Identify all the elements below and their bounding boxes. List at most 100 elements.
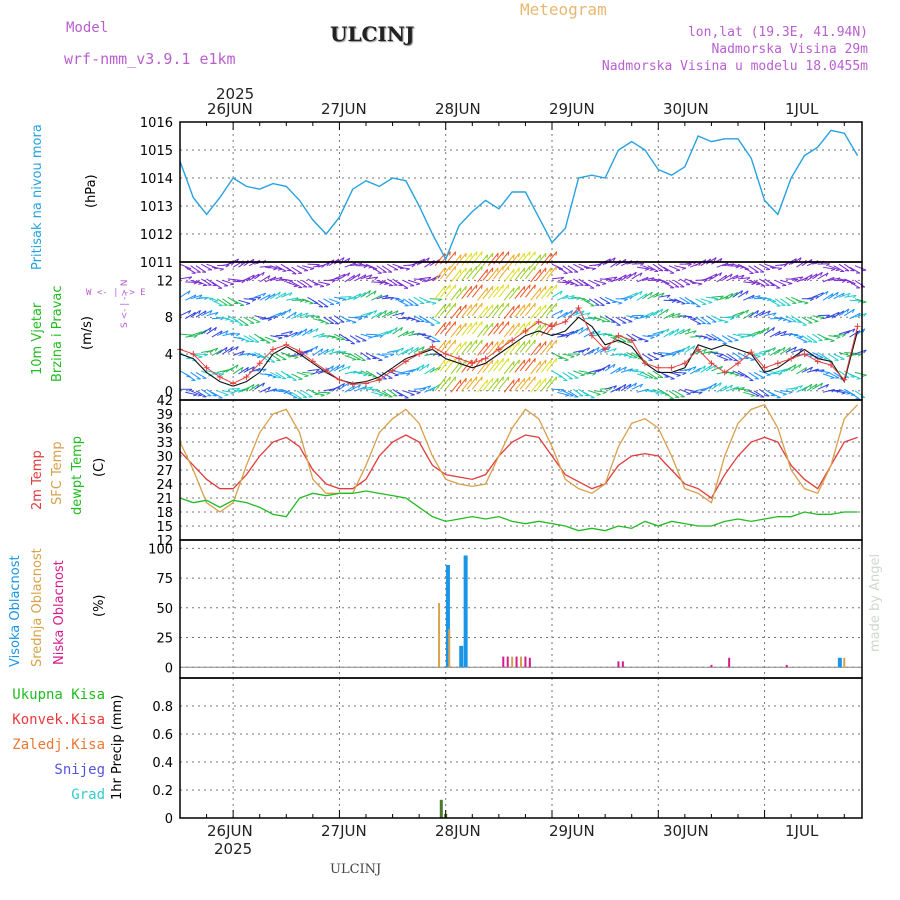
wind-arrow xyxy=(461,252,472,266)
wind-arrow-head xyxy=(550,341,552,346)
wind-arrow xyxy=(387,310,399,317)
wind-arrow xyxy=(817,290,829,298)
wind-arrow-head xyxy=(272,340,277,343)
wind-arrow xyxy=(572,388,584,397)
wind-arrow xyxy=(344,262,357,268)
y-tick-label: 36 xyxy=(156,422,173,437)
top-day-2: 27JUN xyxy=(321,100,367,118)
wind-arrow-head xyxy=(820,271,823,276)
wind-arrow xyxy=(455,377,467,392)
wind-arrow-head xyxy=(809,384,813,389)
wind-arrow-head xyxy=(746,389,751,393)
wind-arrow xyxy=(790,363,802,372)
precip-label-ukupna: Ukupna Kisa xyxy=(12,687,105,703)
wind-arrow-head xyxy=(337,386,341,390)
wind-arrow-head xyxy=(788,282,793,285)
wind-arrow xyxy=(854,279,866,288)
wind-arrow xyxy=(360,290,371,298)
wind-arrow-head xyxy=(639,291,643,296)
wind-arrow xyxy=(222,279,235,285)
wind-arrow-head xyxy=(518,359,520,364)
wind-arrow-head xyxy=(347,365,351,370)
wind-arrow-head xyxy=(544,378,547,383)
wind-arrow xyxy=(626,352,638,359)
wind-arrow xyxy=(392,347,404,353)
wind-gust-marker xyxy=(416,351,423,357)
wind-gust-marker xyxy=(495,346,502,353)
wind-arrow xyxy=(828,371,840,379)
y-tick-label: 12 xyxy=(156,534,173,549)
wind-arrow xyxy=(732,333,745,338)
wind-arrow-head xyxy=(426,257,430,262)
mid-cloud-bar xyxy=(843,657,846,668)
wind-arrow xyxy=(355,274,367,281)
wind-arrow xyxy=(727,353,738,362)
wind-arrow xyxy=(344,318,357,323)
wind-arrow xyxy=(259,336,271,344)
wind-arrow xyxy=(333,315,345,323)
y-tick-label: 75 xyxy=(156,572,173,587)
temp-2m-line xyxy=(179,434,858,499)
wind-arrow xyxy=(854,298,867,303)
top-day-5: 30JUN xyxy=(663,100,709,118)
wind-arrow xyxy=(185,266,196,274)
wind-arrow xyxy=(535,377,547,392)
bottom-day-6: 1JUL xyxy=(785,822,819,840)
wind-arrow xyxy=(684,315,697,320)
wind-arrows xyxy=(179,251,867,400)
wind-arrow xyxy=(302,265,314,270)
y-tick-label: 0 xyxy=(165,812,173,827)
wind-arrow xyxy=(509,341,520,355)
wind-arrow xyxy=(455,267,467,281)
wind-arrow-head xyxy=(723,359,729,361)
wind-arrow xyxy=(743,266,754,274)
wind-arrow xyxy=(540,359,552,373)
y-tick-label: 12 xyxy=(156,274,173,289)
wind-arrow xyxy=(822,266,835,270)
wind-arrow-head xyxy=(539,361,542,366)
wind-arrow xyxy=(604,363,616,372)
wind-arrow-head xyxy=(809,274,813,279)
wind-arrow-head xyxy=(539,269,542,274)
wind-arrow-head xyxy=(289,292,293,297)
wind-arrow xyxy=(774,346,786,355)
wind-arrow xyxy=(764,312,777,317)
wind-arrow-head xyxy=(497,253,499,258)
wind-arrow xyxy=(759,310,771,317)
wind-arrow-head xyxy=(357,384,361,389)
wind-arrow-head xyxy=(666,308,669,313)
wind-arrow xyxy=(849,312,861,320)
precip-label-zaledj: Zaledj.Kisa xyxy=(12,737,105,753)
wind-arrow-head xyxy=(491,378,494,383)
wind-arrow xyxy=(737,352,749,359)
wind-arrow xyxy=(748,353,761,357)
wind-arrow xyxy=(844,263,855,272)
wind-arrow xyxy=(525,284,536,298)
wind-arrow xyxy=(445,321,457,335)
wind-arrow-head xyxy=(528,266,531,271)
precip-label-snijeg: Snijeg xyxy=(54,762,105,778)
wind-arrow xyxy=(445,302,457,317)
wind-arrow-head xyxy=(550,253,552,258)
wind-arrow-head xyxy=(570,295,575,299)
wind-arrow-head xyxy=(756,295,761,299)
wind-arrow xyxy=(222,298,233,306)
wind-arrow-head xyxy=(289,330,293,335)
wind-arrow-head xyxy=(193,335,198,339)
wind-arrow-head xyxy=(465,359,467,364)
wind-arrow xyxy=(737,290,749,298)
wind-arrow-head xyxy=(745,309,749,314)
wind-arrow xyxy=(604,257,616,265)
wind-arrow-head xyxy=(767,310,771,315)
wind-arrow-head xyxy=(347,257,351,262)
wind-arrow xyxy=(519,302,531,317)
wind-arrow xyxy=(743,373,754,382)
wind-gust-marker xyxy=(562,318,569,325)
wind-arrow xyxy=(705,333,717,341)
wind-arrow-head xyxy=(411,264,416,268)
wind-arrow xyxy=(647,292,659,300)
wind-arrow-head xyxy=(852,328,856,333)
wind-arrow-head xyxy=(560,309,564,314)
wind-arrow xyxy=(540,285,552,300)
wind-arrow xyxy=(291,373,303,380)
